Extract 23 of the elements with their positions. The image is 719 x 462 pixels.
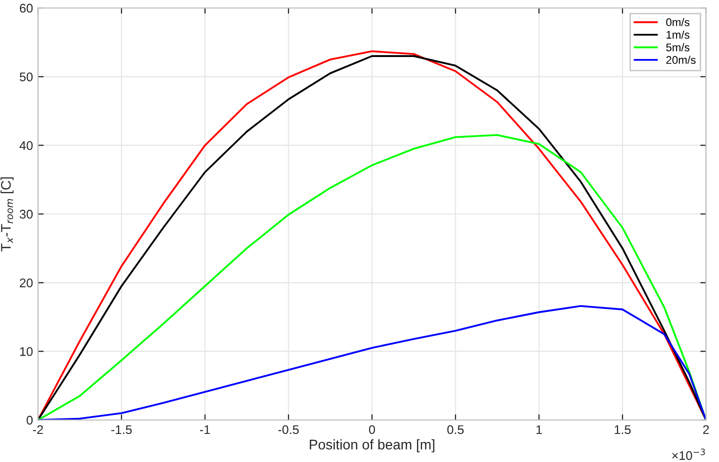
x-tick-label: -1: [200, 425, 210, 434]
x-axis-title: Position of beam [m]: [310, 439, 434, 452]
legend-label: 20m/s: [666, 56, 696, 64]
legend-label: 5m/s: [666, 43, 690, 52]
y-tick-label: 60: [20, 4, 33, 13]
text: ×10$^{−3}$: [672, 448, 705, 460]
y-tick-label: 50: [20, 72, 33, 82]
x-tick-label: -0.5: [278, 425, 299, 434]
legend-label: 1m/s: [666, 30, 690, 39]
x-tick-label: -1.5: [111, 425, 132, 434]
x-tick-label: -2: [33, 425, 43, 434]
y-tick-label: 0: [26, 416, 33, 425]
legend-label: 0m/s: [666, 18, 690, 26]
y-tick-label: 20: [20, 278, 33, 288]
x-tick-label: 1.5: [614, 425, 631, 434]
y-tick-label: 10: [20, 347, 33, 356]
x-tick-label: 0: [369, 425, 375, 434]
x-tick-label: 1: [536, 425, 542, 434]
x-tick-label: 2: [703, 425, 709, 434]
y-tick-label: 40: [20, 141, 33, 150]
y-axis-title: T$_{x}$-T$_{room}$ [C]: [0, 177, 14, 252]
x-tick-label: 0.5: [447, 425, 464, 434]
y-tick-label: 30: [20, 210, 33, 219]
